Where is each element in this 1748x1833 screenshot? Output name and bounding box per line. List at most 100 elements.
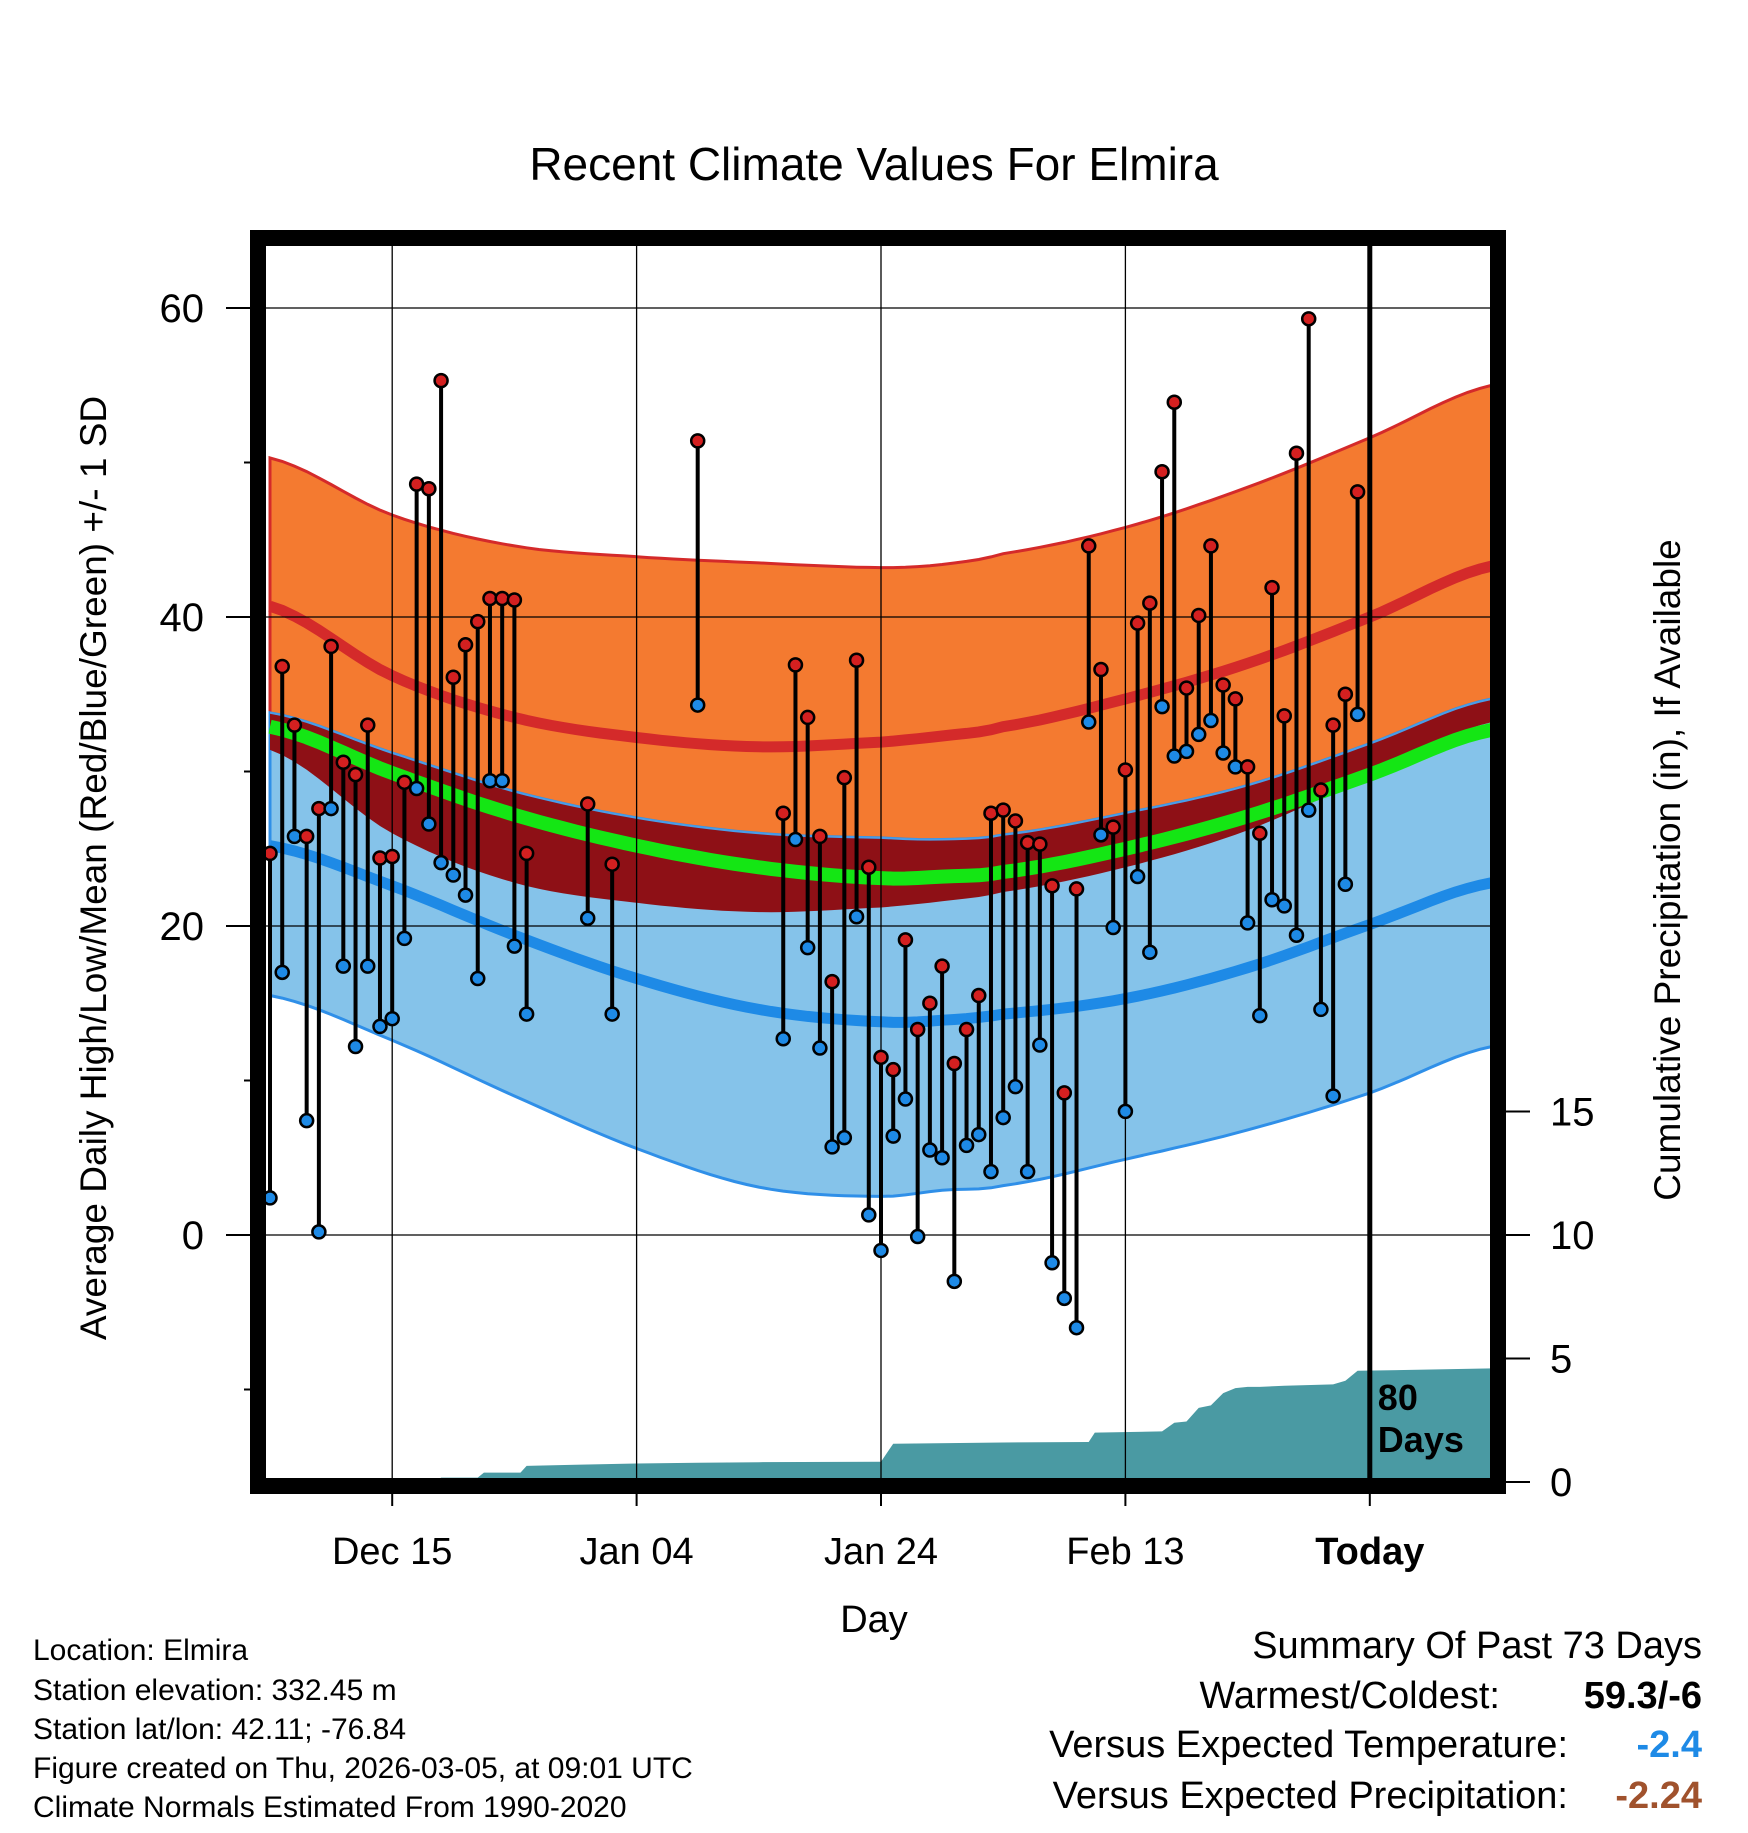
high-point [1288,445,1305,461]
days-count-label: 80 Days [1378,1377,1464,1460]
high-point [1349,484,1366,500]
y2-tick-label: 15 [1550,1091,1595,1135]
high-point [1215,677,1231,693]
low-point [848,908,865,925]
x-axis: Dec 15 Jan 04 Jan 24 Feb 13 Today [332,1486,1424,1573]
low-point [1032,1037,1048,1053]
high-point [812,828,828,845]
high-point [824,973,840,990]
low-point [347,1038,364,1055]
y-axis-label: Average Daily High/Low/Mean (Red/Blue/Gr… [73,396,114,1340]
high-point [372,850,388,866]
high-point [335,754,352,770]
info-location: Location: Elmira [33,1634,248,1667]
low-point [995,1109,1011,1126]
summary-precip-value: -2.24 [1615,1775,1702,1817]
summary-panel: Summary Of Past 73 Days Warmest/Coldest:… [1049,1625,1702,1817]
y2-axis-label: Cumulative Precipitation (in), If Availa… [1647,539,1688,1201]
days-count-label-line: 80 [1378,1377,1418,1418]
info-elevation: Station elevation: 332.45 m [33,1674,397,1707]
low-point [1154,698,1170,715]
low-point [1019,1163,1036,1180]
high-point [1056,1085,1073,1101]
plot-frame [250,230,1506,1494]
y2-tick-label: 10 [1550,1214,1595,1258]
high-point [1227,691,1244,707]
low-point [384,1010,400,1027]
summary-precip-label: Versus Expected Precipitation: [1053,1775,1568,1817]
low-point [408,780,425,797]
low-point [1190,726,1207,743]
high-point [1313,782,1329,798]
x-tick-label: Feb 13 [1066,1531,1184,1573]
high-point [1129,615,1146,631]
low-point [311,1224,327,1240]
low-point [958,1137,975,1154]
high-point [1300,311,1317,327]
low-point [1056,1290,1073,1307]
days-count-label-line: Days [1378,1419,1464,1460]
low-point [873,1242,889,1259]
low-point [775,1031,791,1047]
low-point [1093,827,1109,843]
high-point [274,658,290,675]
low-point [1337,876,1354,893]
low-point [1142,944,1158,961]
low-point [360,958,376,974]
high-point [1105,819,1121,835]
low-point [922,1142,938,1158]
low-point [494,773,510,789]
high-point [421,481,437,497]
high-point [995,802,1011,818]
y2-axis: 0 5 10 15 [1498,1091,1595,1505]
summary-warmest-value: 59.3/-6 [1584,1675,1702,1717]
low-point [1276,898,1293,914]
high-point [1178,680,1195,696]
high-point [347,766,364,783]
x-axis-label: Day [840,1599,908,1641]
high-point [861,859,877,876]
low-point [372,1018,388,1035]
y-tick-label: 0 [182,1214,204,1258]
x-tick-label: Today [1315,1531,1424,1573]
high-point [1093,661,1109,678]
info-created: Figure created on Thu, 2026-03-05, at 09… [33,1752,693,1785]
low-point [518,1006,535,1022]
high-point [433,372,449,389]
low-point [909,1228,926,1245]
low-point [946,1273,963,1290]
precipitation-area [270,1368,1492,1482]
summary-temp-label: Versus Expected Temperature: [1049,1724,1568,1766]
precipitation-layer [270,1368,1492,1482]
high-point [1203,538,1219,554]
low-point [274,964,290,981]
high-point [922,995,938,1011]
high-point [934,958,950,974]
low-point [1264,891,1280,908]
low-point [812,1040,828,1056]
y-axis: 0 20 40 60 [160,287,258,1391]
high-point [897,932,914,948]
high-point [946,1055,963,1072]
low-point [689,697,706,713]
low-point [1239,915,1256,931]
high-point [457,637,474,653]
high-point [445,669,462,686]
low-point [885,1128,901,1144]
high-point [1019,834,1036,851]
low-point [323,800,339,817]
high-point [360,717,376,733]
low-point [1313,1001,1329,1018]
low-point [897,1091,914,1107]
low-point [1215,745,1231,761]
y2-tick-label: 5 [1550,1338,1572,1382]
x-tick-label: Jan 24 [824,1531,938,1573]
low-point [1325,1088,1341,1104]
high-point [506,592,523,608]
low-point [1288,927,1305,944]
high-point [384,848,400,865]
high-point [494,590,510,607]
low-point [1203,712,1219,729]
high-point [1166,394,1183,410]
low-point [799,939,816,956]
